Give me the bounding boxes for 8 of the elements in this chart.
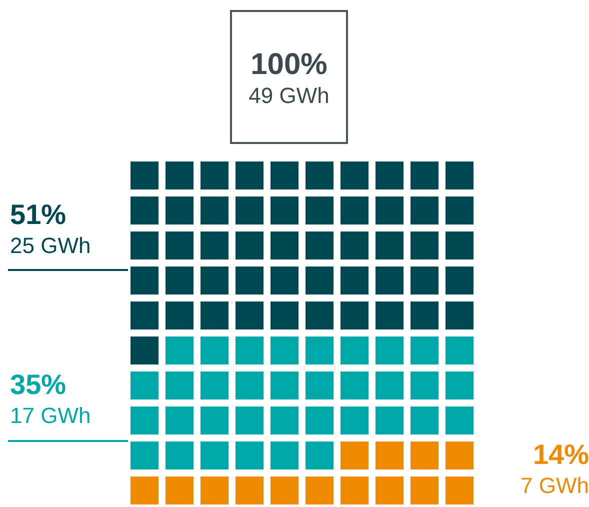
text: 100% bbox=[250, 48, 328, 82]
text: 25 GWh bbox=[10, 232, 91, 260]
text: 17 GWh bbox=[10, 402, 91, 430]
data-label: 35% bbox=[10, 368, 68, 402]
text: 7 GWh bbox=[520, 472, 589, 500]
data-label: 14% bbox=[532, 438, 589, 472]
text: 49 GWh bbox=[248, 82, 330, 110]
data-label: 51% bbox=[10, 198, 68, 232]
